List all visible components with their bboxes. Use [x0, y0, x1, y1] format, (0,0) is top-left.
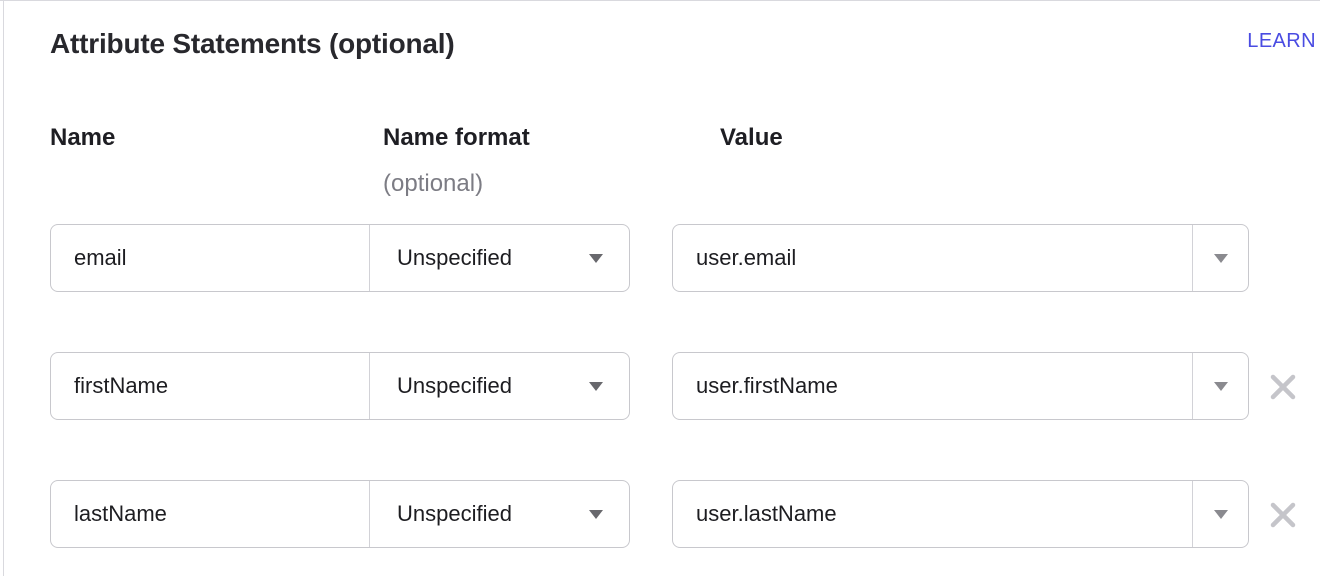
value-combobox [672, 352, 1249, 420]
column-header-name: Name [50, 124, 116, 151]
attribute-row: Unspecified [50, 352, 1310, 420]
caret-down-icon [589, 382, 603, 391]
panel-top-border [0, 0, 1320, 1]
panel-title: Attribute Statements (optional) [50, 28, 455, 59]
name-and-format-group: Unspecified [50, 480, 630, 548]
caret-down-icon [589, 254, 603, 263]
learn-link[interactable]: LEARN [1247, 30, 1316, 52]
name-format-selected-value: Unspecified [397, 373, 512, 398]
name-and-format-group: Unspecified [50, 352, 630, 420]
attribute-value-input[interactable] [673, 353, 1192, 419]
value-dropdown-button[interactable] [1192, 225, 1248, 291]
x-icon [1270, 374, 1296, 400]
name-and-format-group: Unspecified [50, 224, 630, 292]
caret-down-icon [1213, 253, 1228, 263]
value-combobox [672, 480, 1249, 548]
value-combobox [672, 224, 1249, 292]
caret-down-icon [589, 510, 603, 519]
name-format-selected-value: Unspecified [397, 245, 512, 270]
attribute-value-input[interactable] [673, 481, 1192, 547]
attribute-name-input[interactable] [51, 481, 370, 547]
remove-row-button[interactable] [1267, 499, 1299, 531]
name-format-selected-value: Unspecified [397, 501, 512, 526]
value-dropdown-button[interactable] [1192, 353, 1248, 419]
remove-row-button[interactable] [1267, 371, 1299, 403]
attribute-name-input[interactable] [51, 353, 370, 419]
column-header-name-format: Name format [383, 124, 530, 151]
name-format-select[interactable]: Unspecified [370, 353, 629, 419]
x-icon [1270, 502, 1296, 528]
name-format-select[interactable]: Unspecified [370, 225, 629, 291]
attribute-value-input[interactable] [673, 225, 1192, 291]
caret-down-icon [1213, 381, 1228, 391]
attribute-row: Unspecified [50, 480, 1310, 548]
column-header-value: Value [720, 124, 783, 151]
panel-left-border [3, 0, 4, 576]
value-dropdown-button[interactable] [1192, 481, 1248, 547]
attribute-name-input[interactable] [51, 225, 370, 291]
attribute-row: Unspecified [50, 224, 1310, 292]
caret-down-icon [1213, 509, 1228, 519]
name-format-select[interactable]: Unspecified [370, 481, 629, 547]
column-note-optional: (optional) [383, 170, 484, 197]
